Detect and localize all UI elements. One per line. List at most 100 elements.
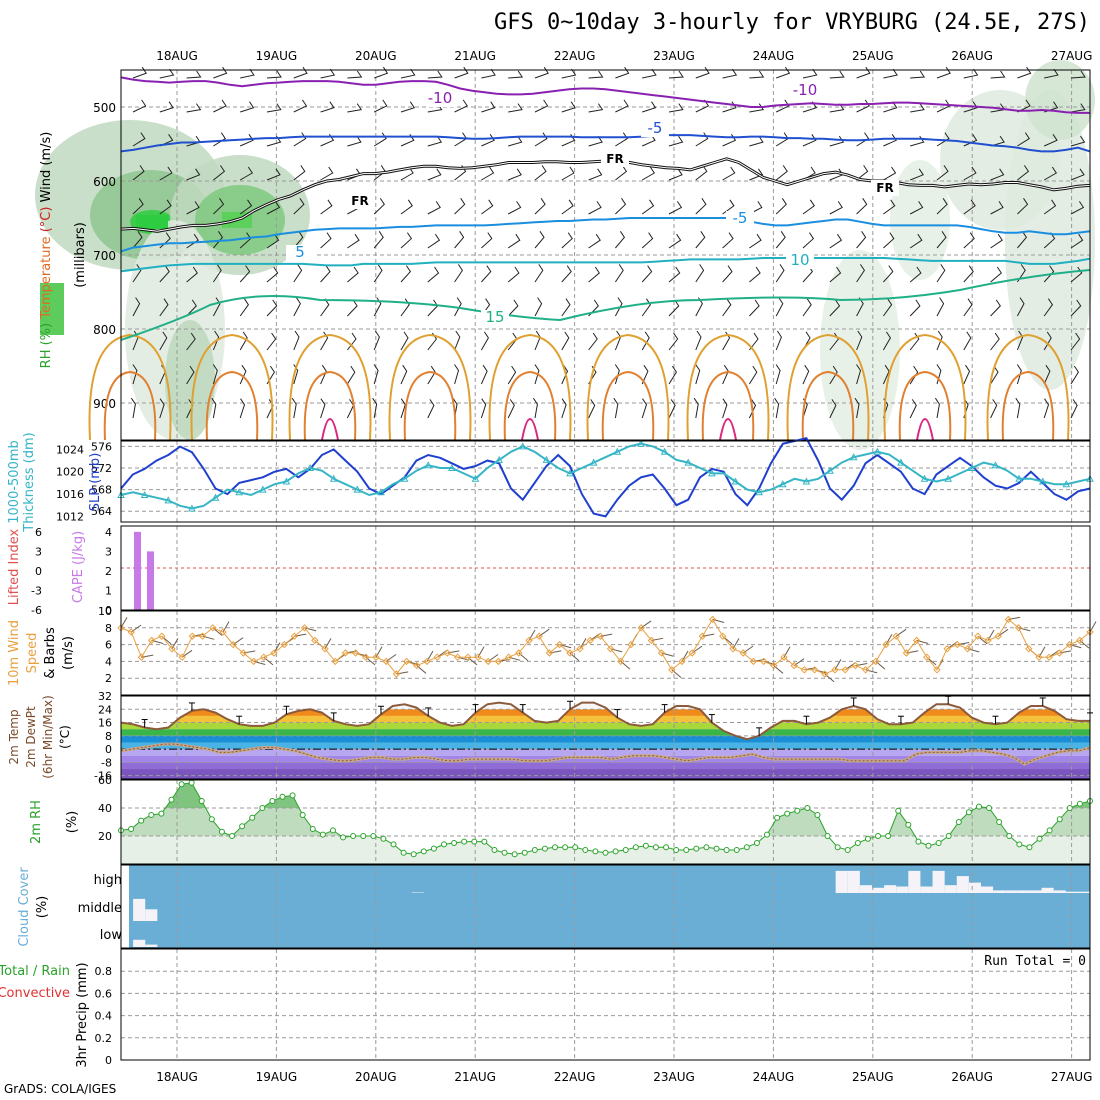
wind-barb xyxy=(239,134,254,147)
wind-barb xyxy=(1017,198,1029,215)
wind-speed-marker xyxy=(739,649,747,657)
wind-barb xyxy=(320,398,326,419)
wind-speed-marker xyxy=(331,657,339,666)
temp-tick-label: 24 xyxy=(98,703,112,716)
rh-marker xyxy=(491,847,498,853)
thickness-marker xyxy=(188,504,196,512)
rh-marker xyxy=(915,838,922,845)
wind-barb xyxy=(427,399,435,419)
wind-barb xyxy=(374,66,389,79)
rh-marker xyxy=(390,841,397,848)
wind-barb xyxy=(508,103,523,113)
wind-speed-marker xyxy=(382,657,390,666)
rh-marker xyxy=(168,796,175,803)
wind-barb xyxy=(642,101,657,113)
wind-barb xyxy=(320,265,331,283)
wind-barb xyxy=(534,99,549,113)
wind-speed-marker xyxy=(372,653,380,661)
rh-marker xyxy=(178,781,185,788)
wind-speed-marker xyxy=(545,649,554,657)
wind-barb xyxy=(508,135,523,147)
pressure-tick-label: 800 xyxy=(93,323,116,337)
rh-marker xyxy=(471,838,478,845)
cloud-bar xyxy=(1077,891,1090,893)
wind-barb xyxy=(1043,398,1050,419)
wind-speed-marker xyxy=(749,657,758,666)
temperature-contour xyxy=(120,217,1091,253)
wind-barb xyxy=(775,132,789,147)
cloud-bar xyxy=(1017,890,1030,893)
thickness-marker xyxy=(377,488,385,496)
wind-barb xyxy=(534,364,540,385)
wind-barb xyxy=(695,198,707,215)
wind-speed-marker xyxy=(494,657,503,666)
bottom-date-label: 23AUG xyxy=(653,1070,695,1084)
ylabel-part: (°C) xyxy=(39,207,54,237)
thickness-marker xyxy=(448,463,456,471)
thickness-marker xyxy=(353,485,362,493)
wind-barb xyxy=(1043,364,1051,385)
wind-barb xyxy=(481,166,495,181)
rh-marker xyxy=(905,821,912,828)
rh-marker xyxy=(188,779,195,786)
temp-tick-label: 8 xyxy=(105,730,112,743)
wind-speed-marker xyxy=(147,636,156,645)
temp-tick-label: 0 xyxy=(105,743,112,756)
run-total-label: Run Total = 0 xyxy=(984,954,1086,969)
cloud-bar xyxy=(1041,887,1054,893)
rh-marker xyxy=(329,827,336,834)
wind-barb xyxy=(829,233,843,249)
rh-band xyxy=(121,808,1090,836)
rh-marker xyxy=(632,844,639,851)
wind-axis-label-text: 10m Wind xyxy=(7,620,22,686)
wind-speed-marker xyxy=(627,640,635,649)
wind-barb xyxy=(614,297,623,317)
temperature-contour xyxy=(701,370,755,441)
rh-marker xyxy=(461,838,468,845)
cloud-bar xyxy=(835,870,848,893)
temperature-band xyxy=(121,729,1090,736)
rh-shading xyxy=(890,160,950,280)
wind-barb xyxy=(427,365,436,385)
wind-speed-marker xyxy=(209,624,217,632)
rh-marker xyxy=(804,805,811,811)
rh-marker xyxy=(925,842,932,849)
temperature-contour xyxy=(120,134,1091,153)
precip-tick-label: 0.8 xyxy=(95,965,113,978)
wind-barb xyxy=(1017,132,1031,147)
wind-barb xyxy=(159,331,168,351)
rh-marker xyxy=(875,833,882,839)
contour-label-bg xyxy=(726,211,754,227)
wind-barb xyxy=(508,168,522,181)
wind-barb xyxy=(695,330,702,351)
wind-barb xyxy=(588,332,598,351)
dewpoint-line xyxy=(120,743,1091,765)
precip-tick-label: 0 xyxy=(105,1054,112,1067)
rh-marker xyxy=(259,805,266,811)
wind-speed-marker xyxy=(923,653,931,661)
wind-barb xyxy=(936,132,950,147)
wind-barb xyxy=(293,264,303,283)
contour-label: -5 xyxy=(733,209,748,227)
rh-marker xyxy=(521,849,528,856)
cloud-bar xyxy=(1029,890,1042,893)
cloud-bar xyxy=(133,898,146,921)
wind-barb xyxy=(507,365,517,385)
wind-barb xyxy=(883,265,894,283)
bottom-date-label: 21AUG xyxy=(454,1070,496,1084)
rh-marker xyxy=(663,844,670,851)
wind-barb xyxy=(775,330,782,351)
wind-barb xyxy=(641,166,656,181)
precip-frame xyxy=(120,948,1091,1061)
wind-speed-marker xyxy=(576,645,584,653)
wind-barb xyxy=(480,331,489,351)
wind-barb xyxy=(856,198,868,215)
wind-barb xyxy=(240,101,255,113)
wind-barb xyxy=(320,298,330,317)
wind-barb xyxy=(454,297,462,317)
wind-barb xyxy=(266,103,282,113)
cloud-bar xyxy=(980,886,994,893)
cape-axis-label: CAPE (J/kg) xyxy=(71,531,86,603)
wind-barb xyxy=(615,99,629,113)
thickness-marker xyxy=(235,488,244,496)
